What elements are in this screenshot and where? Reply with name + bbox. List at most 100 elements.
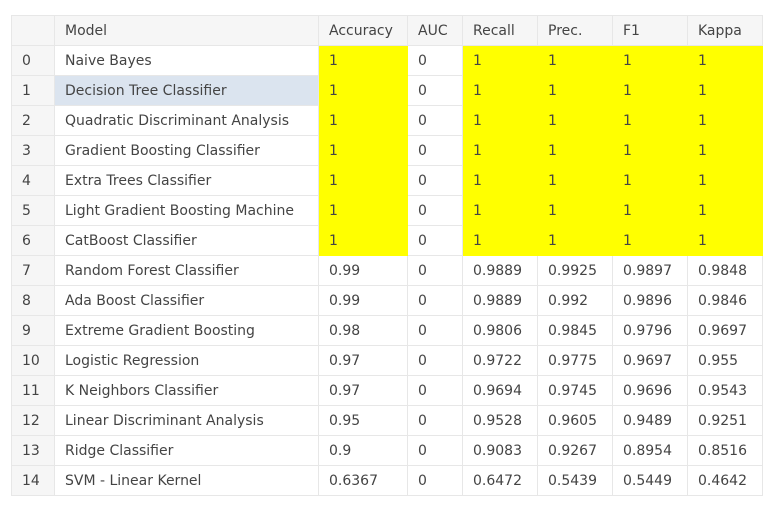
f1-cell: 1 bbox=[612, 45, 688, 76]
table-row[interactable]: 11 K Neighbors Classifier 0.97 0 0.9694 0.974… bbox=[11, 375, 763, 406]
auc-cell: 0 bbox=[407, 75, 463, 106]
prec-cell: 0.9267 bbox=[537, 435, 613, 466]
accuracy-cell: 1 bbox=[318, 45, 408, 76]
header-auc[interactable]: AUC bbox=[407, 15, 463, 46]
accuracy-cell: 1 bbox=[318, 105, 408, 136]
header-model[interactable]: Model bbox=[54, 15, 319, 46]
f1-cell: 0.9896 bbox=[612, 285, 688, 316]
recall-cell: 0.9722 bbox=[462, 345, 538, 376]
f1-cell: 0.5449 bbox=[612, 465, 688, 496]
f1-cell: 1 bbox=[612, 75, 688, 106]
kappa-cell: 1 bbox=[687, 225, 763, 256]
accuracy-cell: 0.95 bbox=[318, 405, 408, 436]
accuracy-cell: 1 bbox=[318, 165, 408, 196]
table-body: 0 Naive Bayes 1 0 1 1 1 1 1 Decision Tree Classif… bbox=[11, 45, 763, 496]
prec-cell: 0.9925 bbox=[537, 255, 613, 286]
row-index: 1 bbox=[11, 75, 55, 106]
row-index: 11 bbox=[11, 375, 55, 406]
table-row[interactable]: 8 Ada Boost Classifier 0.99 0 0.9889 0.992 0.9… bbox=[11, 285, 763, 316]
kappa-cell: 0.955 bbox=[687, 345, 763, 376]
row-index: 8 bbox=[11, 285, 55, 316]
accuracy-cell: 1 bbox=[318, 225, 408, 256]
row-index: 12 bbox=[11, 405, 55, 436]
kappa-cell: 0.9543 bbox=[687, 375, 763, 406]
model-name-cell: Extra Trees Classifier bbox=[54, 165, 319, 196]
header-recall[interactable]: Recall bbox=[462, 15, 538, 46]
table-row[interactable]: 13 Ridge Classifier 0.9 0 0.9083 0.9267 0.8954… bbox=[11, 435, 763, 466]
table-row[interactable]: 14 SVM - Linear Kernel 0.6367 0 0.6472 0.5439… bbox=[11, 465, 763, 496]
kappa-cell: 1 bbox=[687, 165, 763, 196]
model-name-cell: CatBoost Classifier bbox=[54, 225, 319, 256]
accuracy-cell: 0.6367 bbox=[318, 465, 408, 496]
table-row[interactable]: 10 Logistic Regression 0.97 0 0.9722 0.9775 0.… bbox=[11, 345, 763, 376]
f1-cell: 1 bbox=[612, 105, 688, 136]
header-index[interactable] bbox=[11, 15, 55, 46]
accuracy-cell: 1 bbox=[318, 195, 408, 226]
header-prec[interactable]: Prec. bbox=[537, 15, 613, 46]
accuracy-cell: 0.97 bbox=[318, 375, 408, 406]
recall-cell: 1 bbox=[462, 45, 538, 76]
prec-cell: 1 bbox=[537, 225, 613, 256]
table-row[interactable]: 4 Extra Trees Classifier 1 0 1 1 1 1 bbox=[11, 165, 763, 196]
accuracy-cell: 1 bbox=[318, 75, 408, 106]
recall-cell: 0.9083 bbox=[462, 435, 538, 466]
table-header-row: Model Accuracy AUC Recall Prec. F1 Kappa bbox=[11, 15, 763, 46]
kappa-cell: 0.9697 bbox=[687, 315, 763, 346]
recall-cell: 0.9694 bbox=[462, 375, 538, 406]
f1-cell: 0.9489 bbox=[612, 405, 688, 436]
row-index: 2 bbox=[11, 105, 55, 136]
table-row[interactable]: 7 Random Forest Classifier 0.99 0 0.9889 0.99… bbox=[11, 255, 763, 286]
accuracy-cell: 0.97 bbox=[318, 345, 408, 376]
auc-cell: 0 bbox=[407, 165, 463, 196]
auc-cell: 0 bbox=[407, 375, 463, 406]
table-row[interactable]: 6 CatBoost Classifier 1 0 1 1 1 1 bbox=[11, 225, 763, 256]
auc-cell: 0 bbox=[407, 255, 463, 286]
f1-cell: 1 bbox=[612, 135, 688, 166]
auc-cell: 0 bbox=[407, 465, 463, 496]
header-accuracy[interactable]: Accuracy bbox=[318, 15, 408, 46]
header-f1[interactable]: F1 bbox=[612, 15, 688, 46]
accuracy-cell: 1 bbox=[318, 135, 408, 166]
f1-cell: 1 bbox=[612, 165, 688, 196]
accuracy-cell: 0.99 bbox=[318, 255, 408, 286]
auc-cell: 0 bbox=[407, 45, 463, 76]
table-row[interactable]: 5 Light Gradient Boosting Machine 1 0 1 1 1 1 bbox=[11, 195, 763, 226]
kappa-cell: 0.9251 bbox=[687, 405, 763, 436]
auc-cell: 0 bbox=[407, 135, 463, 166]
prec-cell: 0.5439 bbox=[537, 465, 613, 496]
row-index: 9 bbox=[11, 315, 55, 346]
kappa-cell: 1 bbox=[687, 105, 763, 136]
prec-cell: 1 bbox=[537, 45, 613, 76]
row-index: 0 bbox=[11, 45, 55, 76]
table-row[interactable]: 9 Extreme Gradient Boosting 0.98 0 0.9806 0.9… bbox=[11, 315, 763, 346]
recall-cell: 1 bbox=[462, 105, 538, 136]
table-row[interactable]: 2 Quadratic Discriminant Analysis 1 0 1 1 1 1 bbox=[11, 105, 763, 136]
row-index: 14 bbox=[11, 465, 55, 496]
prec-cell: 0.9845 bbox=[537, 315, 613, 346]
kappa-cell: 0.9848 bbox=[687, 255, 763, 286]
accuracy-cell: 0.98 bbox=[318, 315, 408, 346]
row-index: 10 bbox=[11, 345, 55, 376]
kappa-cell: 1 bbox=[687, 45, 763, 76]
table-row[interactable]: 1 Decision Tree Classifier 1 0 1 1 1 1 bbox=[11, 75, 763, 106]
recall-cell: 0.9889 bbox=[462, 255, 538, 286]
f1-cell: 0.9696 bbox=[612, 375, 688, 406]
model-name-cell: Ada Boost Classifier bbox=[54, 285, 319, 316]
auc-cell: 0 bbox=[407, 405, 463, 436]
recall-cell: 1 bbox=[462, 195, 538, 226]
auc-cell: 0 bbox=[407, 315, 463, 346]
auc-cell: 0 bbox=[407, 345, 463, 376]
auc-cell: 0 bbox=[407, 225, 463, 256]
recall-cell: 0.9889 bbox=[462, 285, 538, 316]
prec-cell: 1 bbox=[537, 195, 613, 226]
model-name-cell: Logistic Regression bbox=[54, 345, 319, 376]
prec-cell: 0.992 bbox=[537, 285, 613, 316]
prec-cell: 1 bbox=[537, 105, 613, 136]
prec-cell: 1 bbox=[537, 75, 613, 106]
header-kappa[interactable]: Kappa bbox=[687, 15, 763, 46]
f1-cell: 0.9897 bbox=[612, 255, 688, 286]
table-row[interactable]: 0 Naive Bayes 1 0 1 1 1 1 bbox=[11, 45, 763, 76]
recall-cell: 0.6472 bbox=[462, 465, 538, 496]
table-row[interactable]: 12 Linear Discriminant Analysis 0.95 0 0.952… bbox=[11, 405, 763, 436]
table-row[interactable]: 3 Gradient Boosting Classifier 1 0 1 1 1 1 bbox=[11, 135, 763, 166]
